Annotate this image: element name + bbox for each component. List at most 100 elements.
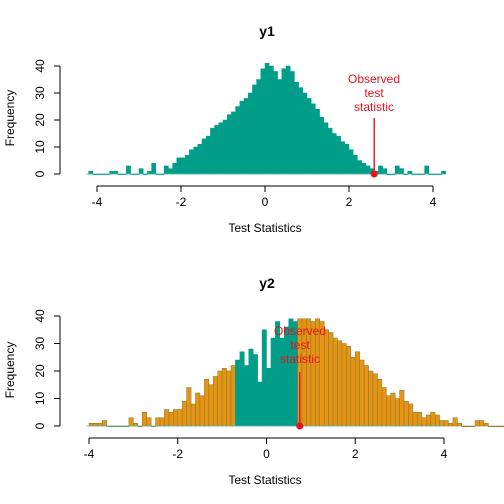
- y-axis-y1: 0 10 20 30 40: [33, 59, 61, 177]
- histogram-bar: [151, 162, 157, 175]
- histogram-bar: [346, 346, 352, 427]
- x-tick-label: 2: [346, 195, 353, 209]
- histogram-bar: [172, 162, 178, 175]
- histogram-bar: [186, 387, 192, 427]
- histogram-bar: [217, 370, 223, 427]
- histogram-bar: [331, 133, 337, 175]
- histogram-bar: [177, 409, 183, 427]
- histogram-bar: [302, 92, 308, 175]
- y-tick-label: 20: [33, 364, 47, 378]
- histogram-bar: [465, 425, 471, 428]
- histogram-bar: [197, 144, 203, 175]
- histogram-bar: [248, 348, 254, 427]
- y-tick-label: 10: [33, 392, 47, 406]
- histogram-bar: [210, 127, 215, 175]
- y-tick-label: 40: [33, 59, 47, 73]
- histogram-bar: [298, 87, 304, 175]
- histogram-bar: [319, 117, 325, 175]
- histogram-bar: [492, 425, 498, 428]
- histogram-bar: [266, 368, 272, 427]
- x-tick-label: 2: [352, 447, 359, 461]
- panel-y2: y2 0 10 20 30 40 -4 -2 0 2 4 Test Statistics Fre…: [3, 275, 504, 487]
- x-tick-label: 4: [430, 195, 437, 209]
- histogram-bar: [155, 417, 161, 427]
- histogram-bar: [327, 127, 333, 175]
- histogram-bar: [97, 423, 103, 427]
- histogram-bar: [474, 420, 480, 427]
- histogram-bar: [412, 412, 418, 427]
- histogram-bar: [208, 384, 214, 427]
- histogram-bar: [424, 165, 430, 175]
- histogram-bar: [164, 409, 170, 427]
- histogram-bar: [109, 171, 115, 175]
- histogram-bar: [205, 135, 211, 175]
- y-tick-label: 10: [33, 140, 47, 154]
- histogram-bar: [289, 71, 295, 175]
- histogram-bar: [306, 98, 312, 175]
- histogram-bar: [252, 84, 257, 175]
- histogram-bar: [273, 71, 278, 175]
- histogram-bar: [213, 376, 218, 427]
- histogram-bar: [214, 125, 220, 175]
- histogram-bar: [417, 412, 423, 427]
- histogram-bar: [235, 359, 241, 427]
- histogram-bar: [260, 68, 266, 175]
- histogram-bar: [221, 368, 227, 427]
- histogram-bar: [261, 329, 267, 427]
- histogram-bar: [193, 146, 199, 175]
- histogram-bar: [461, 425, 467, 428]
- histogram-bar: [93, 423, 99, 427]
- histogram-bar: [133, 423, 139, 427]
- histogram-bar: [352, 154, 358, 175]
- histogram-bar: [470, 425, 476, 428]
- y-tick-label: 30: [33, 337, 47, 351]
- histogram-bar: [222, 119, 228, 175]
- x-tick-label: -2: [176, 195, 187, 209]
- y-tick-label: 20: [33, 113, 47, 127]
- histogram-bar: [421, 417, 427, 427]
- histogram-bar: [337, 340, 343, 427]
- bars-y1: [86, 63, 446, 176]
- histogram-bar: [102, 420, 107, 427]
- histogram-bar: [377, 379, 383, 427]
- histogram-bar: [270, 337, 276, 427]
- observed-annotation-y2: Observed test statistic: [274, 324, 326, 430]
- histogram-bar: [439, 420, 445, 427]
- histogram-bar: [365, 165, 371, 175]
- histogram-bar: [173, 409, 178, 427]
- y-axis-label: Frequency: [3, 90, 17, 147]
- histogram-bar: [247, 92, 253, 175]
- histogram-bar: [88, 423, 94, 427]
- annotation-line-3: statistic: [354, 100, 394, 114]
- histogram-bar: [126, 165, 131, 175]
- histogram-bar: [359, 359, 365, 427]
- histogram-bar: [257, 381, 263, 427]
- histogram-bar: [226, 114, 232, 175]
- panel-title: y2: [259, 275, 275, 291]
- histogram-bar: [277, 79, 283, 175]
- histogram-bar: [363, 365, 369, 427]
- annotation-line-2: test: [364, 86, 384, 100]
- histogram-bar: [284, 326, 289, 427]
- histogram-bar: [368, 370, 374, 427]
- y-tick-label: 0: [33, 170, 47, 177]
- histogram-bar: [180, 157, 186, 175]
- histogram-bar: [315, 108, 320, 175]
- histogram-bar: [488, 425, 494, 428]
- histogram-bar: [323, 329, 329, 427]
- histogram-bar: [285, 65, 291, 175]
- histogram-bar: [408, 403, 414, 427]
- histogram-bar: [113, 171, 119, 175]
- histogram-bar: [201, 138, 207, 175]
- histogram-bar: [184, 154, 190, 175]
- y-tick-label: 40: [33, 309, 47, 323]
- histogram-bar: [378, 165, 383, 175]
- histogram-bar: [483, 423, 489, 427]
- y-tick-label: 30: [33, 86, 47, 100]
- x-axis-y1: -4 -2 0 2 4: [92, 185, 437, 209]
- annotation-line-1: Observed: [348, 72, 400, 86]
- histogram-bar: [390, 392, 396, 427]
- x-tick-label: 4: [441, 447, 448, 461]
- histogram-bar: [146, 417, 152, 427]
